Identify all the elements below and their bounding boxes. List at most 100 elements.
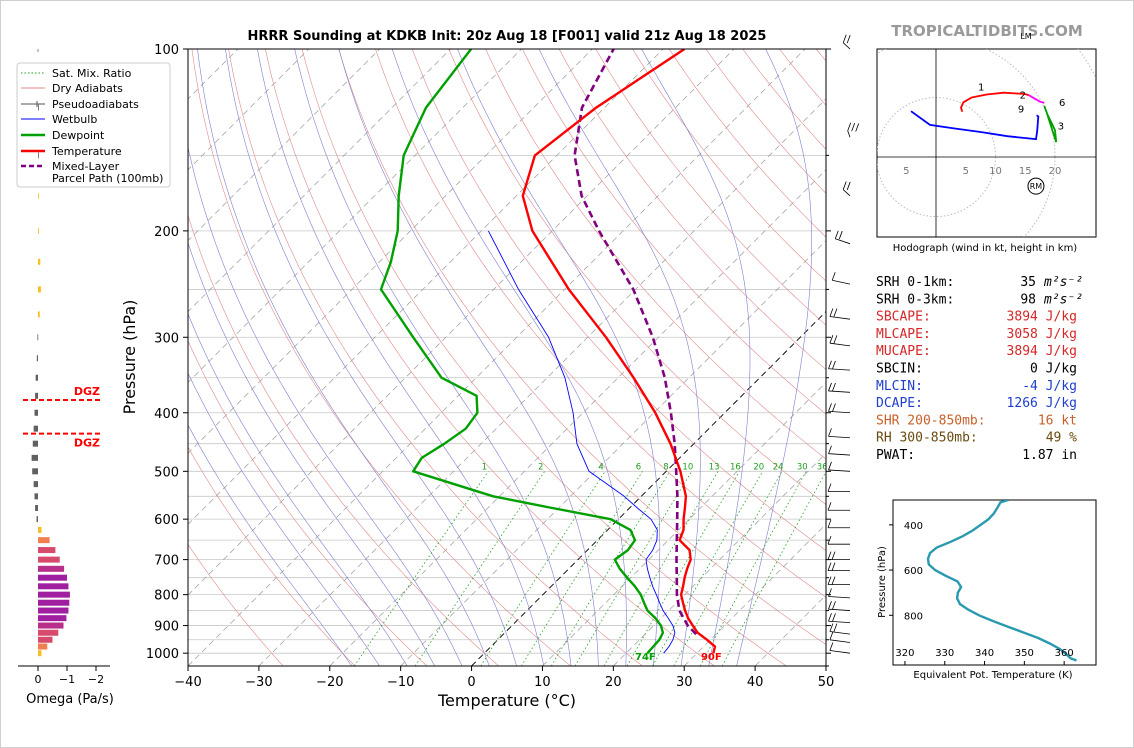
dry-adiabat (228, 49, 643, 666)
legend-box (16, 62, 171, 188)
mixing-ratio-line (521, 471, 643, 666)
barb-flag (828, 445, 832, 454)
wind-barb (828, 428, 851, 439)
pseudoadiabat (641, 49, 751, 666)
barb-flag (827, 562, 832, 571)
mixing-ratio-label: 16 (730, 462, 741, 472)
thetae-chart: 320 330 340 350 360 400 600 800 Equivalent Pot. … (877, 499, 1097, 681)
x-tick-label: 20 (605, 675, 622, 690)
stat-value: -4 J/kg (1022, 379, 1077, 394)
legend-entry: Wetbulb (52, 113, 97, 126)
dgz-label: DGZ (74, 437, 100, 450)
barb-staff (828, 410, 851, 414)
stat-unit: m²s⁻² (1043, 275, 1083, 290)
stat-label: PWAT: (876, 448, 915, 463)
thetae-frame (892, 499, 1097, 666)
y-tick-label: 100 (154, 43, 179, 58)
pseudoadiabat (188, 313, 408, 666)
barb-staff (829, 631, 851, 635)
legend-entry: Dry Adiabats (52, 82, 123, 95)
y-tick-label: 200 (154, 225, 179, 240)
stat-value: 49 % (1046, 431, 1077, 446)
mixing-ratio-line (353, 471, 489, 666)
series-dewpoint (379, 49, 665, 654)
barb-flag (831, 272, 836, 281)
omega-bar (31, 454, 38, 461)
thetae-ylabel: Pressure (hPa) (877, 546, 888, 618)
mixing-ratio-label: 20 (753, 462, 764, 472)
omega-bar (32, 440, 38, 447)
series-wetbulb (487, 230, 676, 654)
barb-flag (847, 122, 852, 131)
isotherm (613, 452, 826, 666)
mixing-ratio-label: 2 (538, 462, 543, 472)
thetae-y-tick-label: 600 (904, 566, 923, 577)
stat-value: 1266 J/kg (1007, 396, 1077, 411)
barb-staff (828, 368, 851, 371)
lm-label: LM (1020, 32, 1031, 41)
hodograph-tick-label: 15 (1019, 166, 1032, 177)
surface-label: 74F (635, 652, 656, 663)
wind-barb (829, 631, 851, 643)
barb-flag (832, 382, 836, 392)
omega-bar (36, 516, 38, 523)
barb-flag (831, 562, 836, 571)
thetae-line (926, 500, 1077, 662)
mixing-ratio-line (699, 471, 807, 666)
stat-label: SRH 0-3km: (876, 292, 954, 307)
barb-flag (827, 519, 832, 528)
stat-label: SRH 0-1km: (876, 275, 954, 290)
mixing-ratio-line (414, 471, 546, 666)
wind-barb (828, 613, 851, 624)
x-tick-label: 10 (534, 675, 551, 690)
pseudoadiabat (197, 49, 490, 666)
omega-bar (34, 409, 38, 416)
omega-bar (38, 591, 70, 598)
wind-barb (828, 360, 851, 371)
legend-entry: Dewpoint (52, 129, 105, 142)
stat-value: 35 (1020, 275, 1036, 290)
legend-entry: Pseudoadiabats (52, 98, 139, 111)
hodograph-tick-label: 10 (989, 166, 1002, 177)
series-mixed-layer-parcel-path-100mb (573, 49, 698, 636)
barb-flag (833, 623, 838, 632)
pseudoadiabat (188, 424, 353, 666)
skewt-chart: 1 2 4 6 8 10 13 16 20 24 30 36 74F 90F −40 −30 −20 −10 0… (16, 34, 860, 710)
barb-flag (828, 613, 832, 622)
isotherm (188, 49, 806, 666)
dry-adiabat (188, 543, 284, 666)
wind-barb (829, 335, 851, 347)
wind-barb (829, 308, 851, 320)
wind-barb (827, 502, 850, 511)
isotherm (400, 240, 826, 666)
stat-value: 3894 J/kg (1007, 344, 1077, 359)
wind-barb (831, 272, 851, 285)
barb-flag (829, 623, 834, 632)
barb-flag (829, 631, 834, 640)
omega-bar (34, 493, 38, 500)
wind-barb (842, 34, 851, 50)
stat-value: 3058 J/kg (1007, 327, 1077, 342)
omega-bar (38, 636, 53, 643)
omega-bar (38, 629, 59, 636)
wind-barb (834, 230, 851, 245)
hodograph-height-label: 1 (978, 82, 984, 93)
y-tick-label: 1000 (146, 647, 179, 662)
omega-bar (38, 583, 69, 590)
wind-barb (829, 642, 851, 654)
omega-bar (38, 556, 60, 563)
hodograph-plot: 5 5 10 15 20 1 2 3 6 9 RM (877, 49, 1096, 237)
barb-staff (829, 316, 851, 320)
barb-flag (829, 642, 834, 651)
stat-unit: m²s⁻² (1043, 292, 1083, 307)
rm-label: RM (1030, 182, 1043, 191)
barb-flag (851, 122, 856, 132)
omega-bar (38, 258, 41, 265)
barb-staff (828, 596, 851, 599)
mixing-ratio-label: 1 (482, 462, 487, 472)
omega-bar (33, 481, 38, 488)
wind-barbs (827, 34, 860, 654)
pseudoadiabat (257, 49, 545, 666)
omega-bar (38, 607, 69, 614)
pseudoadiabat (338, 49, 599, 666)
